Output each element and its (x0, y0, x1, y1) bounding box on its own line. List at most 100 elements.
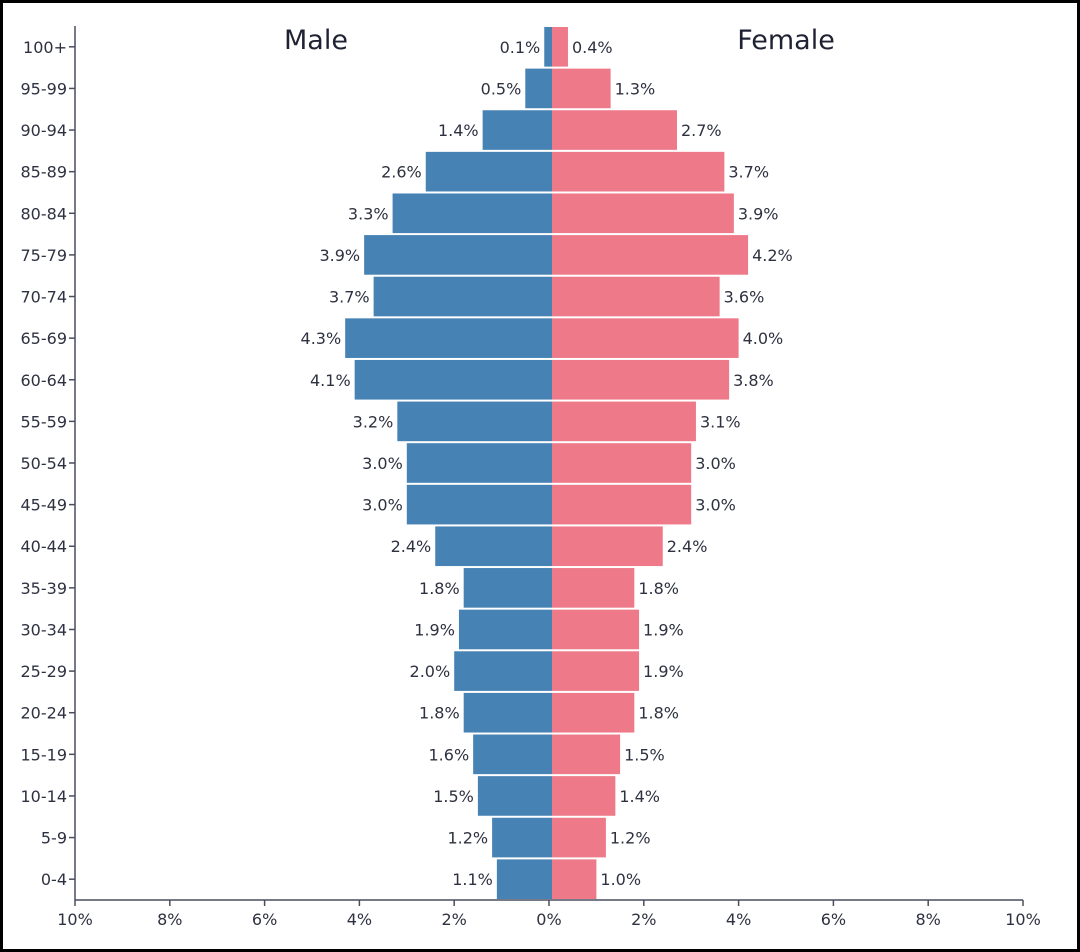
axes-layer: 0-4 5-9 10-14 15-19 20-24 25-29 30-34 35-39 40-4… (21, 26, 1041, 929)
female-value-label-40-44: 2.4% (667, 537, 708, 556)
male-bar-95-99 (525, 68, 552, 109)
male-value-label-10-14: 1.5% (433, 787, 474, 806)
y-tick-label-70-74: 70-74 (21, 288, 68, 307)
female-value-label-5-9: 1.2% (610, 829, 651, 848)
male-value-label-95-99: 0.5% (481, 79, 522, 98)
y-tick-label-45-49: 45-49 (21, 496, 68, 515)
female-value-label-70-74: 3.6% (724, 288, 765, 307)
y-tick-label-95-99: 95-99 (21, 79, 68, 98)
x-tick-label-3: 4% (347, 910, 372, 929)
male-bar-80-84 (392, 193, 552, 234)
x-tick-label-8: 6% (821, 910, 846, 929)
female-value-label-50-54: 3.0% (695, 454, 736, 473)
female-bar-60-64 (552, 359, 730, 400)
x-tick-label-5: 0% (536, 910, 561, 929)
y-tick-label-100+: 100+ (23, 38, 67, 57)
male-value-label-40-44: 2.4% (391, 537, 432, 556)
female-bar-5-9 (552, 817, 606, 858)
female-value-label-90-94: 2.7% (681, 121, 722, 140)
male-value-label-35-39: 1.8% (419, 579, 460, 598)
female-bar-55-59 (552, 401, 696, 442)
female-bar-50-54 (552, 443, 692, 483)
male-bar-5-9 (492, 817, 552, 858)
male-value-label-50-54: 3.0% (362, 454, 403, 473)
female-value-label-20-24: 1.8% (638, 704, 679, 723)
male-bar-25-29 (454, 651, 552, 691)
y-tick-label-55-59: 55-59 (21, 412, 68, 431)
y-tick-label-80-84: 80-84 (21, 204, 68, 223)
male-value-label-20-24: 1.8% (419, 704, 460, 723)
female-value-label-55-59: 3.1% (700, 412, 741, 431)
female-bar-75-79 (552, 235, 749, 275)
male-value-label-45-49: 3.0% (362, 496, 403, 515)
male-bar-20-24 (463, 692, 552, 733)
female-bar-10-14 (552, 776, 616, 816)
female-bar-80-84 (552, 193, 734, 234)
male-bar-55-59 (397, 401, 552, 442)
male-bar-85-89 (425, 151, 552, 192)
bars-layer (345, 27, 749, 899)
y-tick-label-15-19: 15-19 (21, 745, 68, 764)
x-tick-label-7: 4% (726, 910, 751, 929)
female-bar-100+ (552, 27, 568, 67)
male-bar-0-4 (496, 859, 552, 899)
male-bar-100+ (544, 27, 552, 67)
male-bar-90-94 (482, 110, 552, 150)
male-value-label-80-84: 3.3% (348, 204, 389, 223)
y-tick-label-65-69: 65-69 (21, 329, 68, 348)
x-tick-label-9: 8% (916, 910, 941, 929)
male-bar-15-19 (473, 734, 552, 775)
y-tick-label-0-4: 0-4 (41, 870, 67, 889)
female-bar-45-49 (552, 484, 692, 525)
female-value-label-60-64: 3.8% (733, 371, 774, 390)
y-tick-label-20-24: 20-24 (21, 704, 68, 723)
male-bar-50-54 (406, 443, 552, 483)
female-bar-85-89 (552, 151, 725, 192)
chart-frame: 1.1% 1.2% 1.5% 1.6% 1.8% 2.0% 1.9% 1.8% 2.4% 3.0%… (3, 3, 1077, 949)
female-bar-90-94 (552, 110, 677, 150)
y-tick-label-50-54: 50-54 (21, 454, 68, 473)
female-value-label-10-14: 1.4% (619, 787, 660, 806)
female-value-label-75-79: 4.2% (752, 246, 793, 265)
labels-layer: 1.1% 1.2% 1.5% 1.6% 1.8% 2.0% 1.9% 1.8% 2.4% 3.0%… (301, 38, 793, 889)
male-bar-35-39 (463, 568, 552, 608)
male-bar-10-14 (477, 776, 552, 816)
y-tick-label-85-89: 85-89 (21, 163, 68, 182)
male-value-label-60-64: 4.1% (310, 371, 351, 390)
female-bar-40-44 (552, 526, 663, 567)
male-bar-60-64 (354, 359, 552, 400)
male-value-label-90-94: 1.4% (438, 121, 479, 140)
female-bar-0-4 (552, 859, 597, 899)
male-value-label-85-89: 2.6% (381, 163, 422, 182)
female-value-label-45-49: 3.0% (695, 496, 736, 515)
x-tick-label-0: 10% (57, 910, 93, 929)
male-value-label-15-19: 1.6% (429, 745, 470, 764)
male-value-label-25-29: 2.0% (410, 662, 451, 681)
female-bar-65-69 (552, 318, 739, 358)
y-tick-label-10-14: 10-14 (21, 787, 68, 806)
population-pyramid-chart: 1.1% 1.2% 1.5% 1.6% 1.8% 2.0% 1.9% 1.8% 2.4% 3.0%… (21, 25, 1041, 929)
x-tick-label-10: 10% (1005, 910, 1041, 929)
female-bar-15-19 (552, 734, 621, 775)
female-bar-25-29 (552, 651, 640, 691)
female-header: Female (737, 25, 835, 56)
female-value-label-100+: 0.4% (572, 38, 613, 57)
male-value-label-55-59: 3.2% (353, 412, 394, 431)
male-value-label-65-69: 4.3% (301, 329, 342, 348)
female-bar-35-39 (552, 568, 635, 608)
female-value-label-65-69: 4.0% (743, 329, 784, 348)
male-value-label-5-9: 1.2% (447, 829, 488, 848)
y-tick-label-30-34: 30-34 (21, 620, 68, 639)
male-bar-30-34 (458, 609, 552, 650)
y-tick-label-60-64: 60-64 (21, 371, 68, 390)
x-tick-label-1: 8% (157, 910, 182, 929)
female-bar-70-74 (552, 276, 720, 317)
female-value-label-85-89: 3.7% (728, 163, 769, 182)
male-bar-70-74 (373, 276, 552, 317)
male-value-label-75-79: 3.9% (319, 246, 360, 265)
y-tick-label-75-79: 75-79 (21, 246, 68, 265)
male-value-label-0-4: 1.1% (452, 870, 493, 889)
x-tick-label-4: 2% (442, 910, 467, 929)
x-tick-label-2: 6% (252, 910, 277, 929)
female-value-label-0-4: 1.0% (600, 870, 641, 889)
